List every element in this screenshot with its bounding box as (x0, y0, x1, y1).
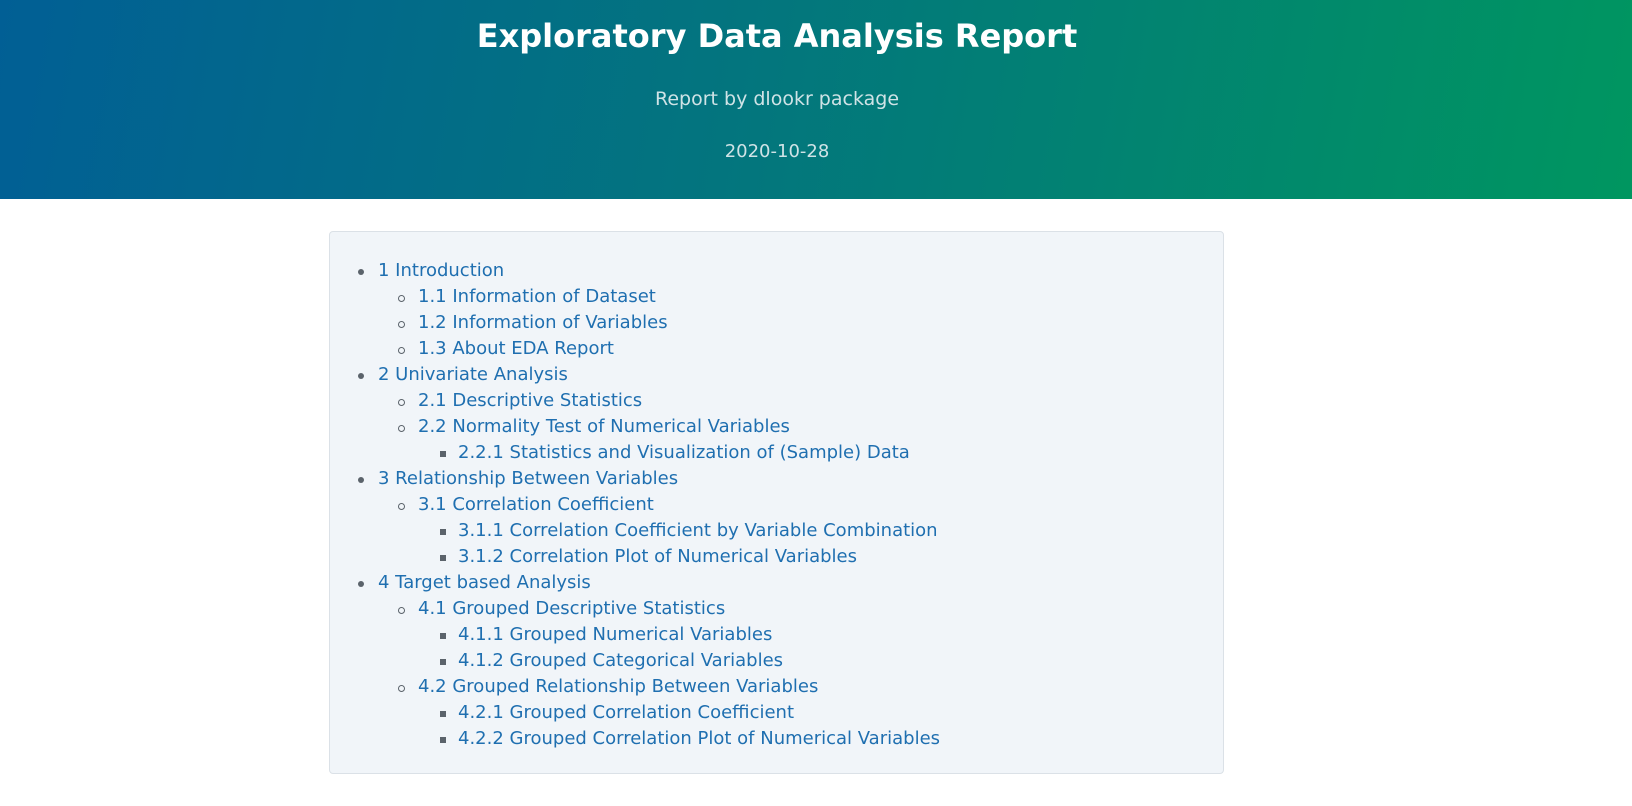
toc-link[interactable]: 2.1 Descriptive Statistics (418, 390, 643, 411)
toc-item-level2: 3.1 Correlation Coefficient (330, 492, 1223, 518)
circle-bullet-icon (398, 295, 405, 302)
toc-link[interactable]: 4.2.2 Grouped Correlation Plot of Numeri… (458, 728, 941, 749)
toc-item-level2: 2.1 Descriptive Statistics (330, 388, 1223, 414)
toc-list: 1 Introduction 1.1 Information of Dataset… (330, 258, 1223, 752)
toc-link[interactable]: 2.2.1 Statistics and Visualization of (S… (458, 442, 910, 463)
square-bullet-icon (440, 451, 446, 457)
circle-bullet-icon (398, 321, 405, 328)
toc-item-level1: 2 Univariate Analysis (330, 362, 1223, 388)
toc-item-level3: 4.2.2 Grouped Correlation Plot of Numeri… (330, 726, 1223, 752)
toc-link[interactable]: 2.2 Normality Test of Numerical Variable… (418, 416, 790, 437)
square-bullet-icon (440, 529, 446, 535)
toc-item-level1: 4 Target based Analysis (330, 570, 1223, 596)
toc-item-level2: 4.1 Grouped Descriptive Statistics (330, 596, 1223, 622)
toc-item-level3: 4.2.1 Grouped Correlation Coefficient (330, 700, 1223, 726)
toc-item-level2: 2.2 Normality Test of Numerical Variable… (330, 414, 1223, 440)
toc-link[interactable]: 2 Univariate Analysis (378, 364, 568, 385)
toc-link[interactable]: 1.2 Information of Variables (418, 312, 668, 333)
toc-link[interactable]: 4 Target based Analysis (378, 572, 591, 593)
toc-link[interactable]: 4.1.1 Grouped Numerical Variables (458, 624, 773, 645)
disc-bullet-icon (358, 269, 364, 275)
disc-bullet-icon (358, 373, 364, 379)
toc-item-level1: 1 Introduction (330, 258, 1223, 284)
circle-bullet-icon (398, 685, 405, 692)
circle-bullet-icon (398, 425, 405, 432)
toc-link[interactable]: 4.1 Grouped Descriptive Statistics (418, 598, 726, 619)
toc-link[interactable]: 3.1.1 Correlation Coefficient by Variabl… (458, 520, 938, 541)
circle-bullet-icon (398, 607, 405, 614)
circle-bullet-icon (398, 399, 405, 406)
toc-item-level2: 1.3 About EDA Report (330, 336, 1223, 362)
toc-item-level3: 3.1.1 Correlation Coefficient by Variabl… (330, 518, 1223, 544)
report-header: Exploratory Data Analysis Report Report … (0, 0, 1632, 199)
toc-link[interactable]: 3.1.2 Correlation Plot of Numerical Vari… (458, 546, 858, 567)
toc-item-level2: 4.2 Grouped Relationship Between Variabl… (330, 674, 1223, 700)
disc-bullet-icon (358, 581, 364, 587)
toc-item-level2: 1.1 Information of Dataset (330, 284, 1223, 310)
table-of-contents: 1 Introduction 1.1 Information of Dataset… (329, 231, 1224, 774)
toc-link[interactable]: 3 Relationship Between Variables (378, 468, 679, 489)
toc-item-level3: 4.1.1 Grouped Numerical Variables (330, 622, 1223, 648)
square-bullet-icon (440, 555, 446, 561)
report-date: 2020-10-28 (724, 141, 830, 162)
circle-bullet-icon (398, 347, 405, 354)
square-bullet-icon (440, 659, 446, 665)
toc-item-level3: 3.1.2 Correlation Plot of Numerical Vari… (330, 544, 1223, 570)
toc-item-level3: 4.1.2 Grouped Categorical Variables (330, 648, 1223, 674)
toc-link[interactable]: 3.1 Correlation Coefficient (418, 494, 654, 515)
report-title: Exploratory Data Analysis Report (476, 17, 1078, 55)
circle-bullet-icon (398, 503, 405, 510)
disc-bullet-icon (358, 477, 364, 483)
toc-link[interactable]: 4.2.1 Grouped Correlation Coefficient (458, 702, 795, 723)
toc-item-level2: 1.2 Information of Variables (330, 310, 1223, 336)
square-bullet-icon (440, 737, 446, 743)
toc-link[interactable]: 4.1.2 Grouped Categorical Variables (458, 650, 784, 671)
toc-link[interactable]: 1.1 Information of Dataset (418, 286, 656, 307)
toc-item-level1: 3 Relationship Between Variables (330, 466, 1223, 492)
toc-link[interactable]: 4.2 Grouped Relationship Between Variabl… (418, 676, 819, 697)
toc-link[interactable]: 1 Introduction (378, 260, 505, 281)
toc-item-level3: 2.2.1 Statistics and Visualization of (S… (330, 440, 1223, 466)
report-subtitle: Report by dlookr package (654, 88, 900, 110)
toc-link[interactable]: 1.3 About EDA Report (418, 338, 614, 359)
square-bullet-icon (440, 711, 446, 717)
square-bullet-icon (440, 633, 446, 639)
